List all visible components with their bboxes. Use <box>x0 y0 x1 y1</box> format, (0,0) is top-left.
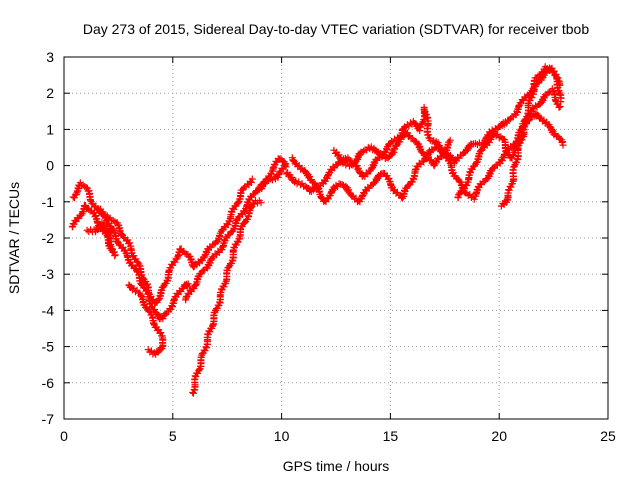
y-tick-label: -6 <box>42 375 55 391</box>
y-tick-label: -1 <box>42 194 55 210</box>
y-tick-label: -3 <box>42 266 55 282</box>
data-points-track-8 <box>288 143 448 206</box>
x-tick-label: 5 <box>169 428 177 444</box>
data-layer <box>68 63 567 397</box>
series-track-8 <box>288 143 448 206</box>
x-tick-label: 10 <box>274 428 290 444</box>
series-track-12 <box>454 63 564 202</box>
series-track-6 <box>182 155 290 304</box>
y-axis-label: SDTVAR / TECUs <box>6 182 22 294</box>
x-tick-label: 0 <box>60 428 68 444</box>
data-points-track-2 <box>68 202 119 260</box>
y-tick-label: -7 <box>42 411 55 427</box>
data-points-track-4 <box>125 281 167 358</box>
y-tick-label: -5 <box>42 339 55 355</box>
data-points-track-5 <box>189 197 265 397</box>
y-tick-label: -2 <box>42 230 55 246</box>
data-points-track-12 <box>454 63 564 202</box>
data-points-track-3 <box>95 205 193 323</box>
series-track-3 <box>95 205 193 323</box>
y-tick-label: 2 <box>46 85 54 101</box>
data-points-track-6 <box>182 155 290 304</box>
plot-frame <box>63 56 609 420</box>
series-track-5 <box>189 197 265 397</box>
series-track-2 <box>68 202 119 260</box>
y-tick-label: 1 <box>46 121 54 137</box>
x-tick-label: 20 <box>491 428 507 444</box>
x-axis-label: GPS time / hours <box>283 458 390 474</box>
x-tick-label: 25 <box>600 428 616 444</box>
chart-title: Day 273 of 2015, Sidereal Day-to-day VTE… <box>83 21 590 37</box>
series-track-4 <box>125 281 167 358</box>
y-tick-label: 0 <box>46 158 54 174</box>
y-tick-label: -4 <box>42 302 55 318</box>
x-tick-label: 15 <box>383 428 399 444</box>
ticks-layer: 0 5 10 15 20 25 -7 -6 -5 -4 -3 -2 -1 0 1 2 3 <box>42 49 616 444</box>
y-tick-label: 3 <box>46 49 54 65</box>
